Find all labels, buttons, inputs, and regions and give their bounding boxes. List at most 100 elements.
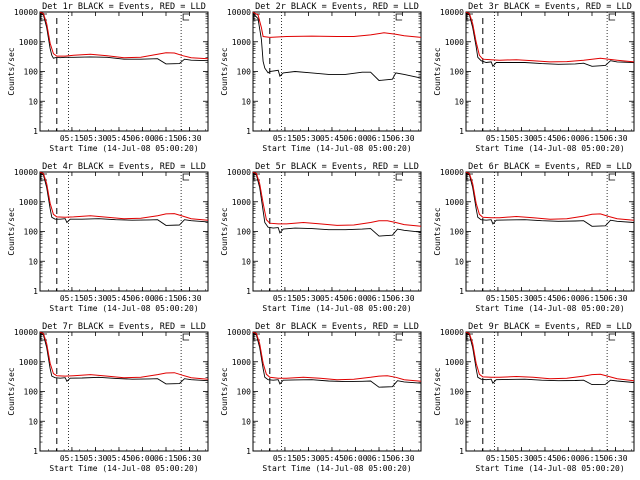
x-tick-label: 06:00 — [556, 454, 580, 463]
y-tick-label: 1 — [246, 287, 251, 296]
y-tick-label: 10000 — [14, 8, 38, 17]
x-tick-label: 05:45 — [107, 294, 131, 303]
y-tick-label: 1000 — [445, 198, 464, 207]
y-tick-label: 1000 — [232, 198, 251, 207]
y-axis-label: Counts/sec — [220, 367, 229, 415]
x-tick-label: 05:15 — [486, 134, 510, 143]
y-tick-label: 10000 — [227, 168, 251, 177]
plot-frame — [465, 331, 635, 452]
lld-line — [252, 171, 422, 227]
y-tick-label: 100 — [450, 68, 465, 77]
x-tick-label: 06:00 — [556, 134, 580, 143]
y-tick-label: 1000 — [445, 358, 464, 367]
y-tick-label: 10 — [241, 417, 251, 426]
y-tick-label: 10 — [454, 257, 464, 266]
panel-title: Det 2r BLACK = Events, RED = LLD — [255, 2, 419, 12]
x-tick-label: 05:15 — [273, 454, 297, 463]
panel-title: Det 8r BLACK = Events, RED = LLD — [255, 322, 419, 332]
y-tick-label: 1 — [33, 447, 38, 456]
y-tick-label: 1 — [459, 127, 464, 136]
y-tick-label: 1000 — [232, 358, 251, 367]
y-tick-label: 10 — [454, 97, 464, 106]
x-tick-label: 06:00 — [343, 134, 367, 143]
lld-line — [465, 11, 635, 63]
x-tick-label: 05:15 — [60, 454, 84, 463]
end-bracket — [395, 173, 403, 181]
end-bracket — [608, 13, 616, 21]
y-tick-label: 100 — [237, 228, 252, 237]
lld-line — [465, 171, 635, 221]
end-bracket — [182, 13, 190, 21]
x-tick-label: 05:30 — [296, 294, 320, 303]
plot-frame — [39, 11, 209, 132]
y-tick-label: 10000 — [227, 8, 251, 17]
x-tick-label: 06:00 — [130, 134, 154, 143]
x-tick-label: 06:00 — [343, 454, 367, 463]
x-axis-label: Start Time (14-Jul-08 05:00:20) — [49, 464, 198, 473]
y-tick-label: 1000 — [19, 358, 38, 367]
x-tick-label: 05:45 — [533, 134, 557, 143]
panel-title: Det 5r BLACK = Events, RED = LLD — [255, 162, 419, 172]
x-tick-label: 05:45 — [107, 454, 131, 463]
chart-panel-4: Det 4r BLACK = Events, RED = LLD 1 10 100 10… — [7, 162, 209, 313]
y-tick-label: 10 — [241, 257, 251, 266]
x-tick-label: 05:30 — [296, 134, 320, 143]
events-line — [465, 332, 635, 386]
x-tick-label: 06:15 — [154, 134, 178, 143]
plot-frame — [39, 331, 209, 452]
y-axis-label: Counts/sec — [433, 47, 442, 95]
y-tick-label: 10 — [28, 257, 38, 266]
y-tick-label: 1000 — [19, 198, 38, 207]
events-line — [465, 12, 635, 68]
chart-panel-7: Det 7r BLACK = Events, RED = LLD 1 10 100 10… — [7, 322, 209, 473]
plot-frame — [39, 171, 209, 292]
x-tick-label: 06:15 — [367, 454, 391, 463]
x-tick-label: 05:15 — [486, 294, 510, 303]
x-axis-label: Start Time (14-Jul-08 05:00:20) — [262, 304, 411, 313]
events-line — [39, 12, 209, 65]
x-tick-label: 06:00 — [130, 454, 154, 463]
lld-line — [39, 11, 209, 60]
y-tick-label: 100 — [237, 68, 252, 77]
x-tick-label: 06:00 — [556, 294, 580, 303]
x-tick-label: 06:30 — [603, 294, 627, 303]
x-tick-label: 05:15 — [60, 294, 84, 303]
events-line — [465, 172, 635, 227]
x-tick-label: 06:15 — [580, 134, 604, 143]
chart-panel-8: Det 8r BLACK = Events, RED = LLD 1 10 100 10… — [220, 322, 422, 473]
x-tick-label: 06:15 — [154, 454, 178, 463]
x-tick-label: 05:15 — [273, 134, 297, 143]
y-tick-label: 1000 — [19, 38, 38, 47]
y-axis-label: Counts/sec — [220, 47, 229, 95]
x-tick-label: 06:30 — [177, 134, 201, 143]
x-tick-label: 06:30 — [390, 134, 414, 143]
end-bracket — [395, 13, 403, 21]
chart-panel-5: Det 5r BLACK = Events, RED = LLD 1 10 100 10… — [220, 162, 422, 313]
y-tick-label: 100 — [450, 388, 465, 397]
x-tick-label: 05:45 — [107, 134, 131, 143]
x-tick-label: 06:00 — [130, 294, 154, 303]
end-bracket — [608, 333, 616, 341]
y-tick-label: 1000 — [445, 38, 464, 47]
panel-title: Det 4r BLACK = Events, RED = LLD — [42, 162, 206, 172]
y-tick-label: 1 — [33, 127, 38, 136]
x-tick-label: 05:45 — [320, 294, 344, 303]
end-bracket — [608, 173, 616, 181]
y-axis-label: Counts/sec — [220, 207, 229, 255]
y-tick-label: 1 — [459, 287, 464, 296]
panel-title: Det 3r BLACK = Events, RED = LLD — [468, 2, 632, 12]
y-tick-label: 10 — [241, 97, 251, 106]
lld-line — [465, 331, 635, 382]
x-tick-label: 06:30 — [603, 134, 627, 143]
y-tick-label: 100 — [237, 388, 252, 397]
y-axis-label: Counts/sec — [433, 207, 442, 255]
chart-panel-2: Det 2r BLACK = Events, RED = LLD 1 10 100 10… — [220, 2, 422, 153]
y-tick-label: 10000 — [227, 328, 251, 337]
x-axis-label: Start Time (14-Jul-08 05:00:20) — [262, 144, 411, 153]
chart-panel-6: Det 6r BLACK = Events, RED = LLD 1 10 100 10… — [433, 162, 635, 313]
chart-panel-3: Det 3r BLACK = Events, RED = LLD 1 10 100 10… — [433, 2, 635, 153]
x-axis-label: Start Time (14-Jul-08 05:00:20) — [262, 464, 411, 473]
panel-title: Det 6r BLACK = Events, RED = LLD — [468, 162, 632, 172]
chart-panel-1: Det 1r BLACK = Events, RED = LLD 1 10 100 10… — [7, 2, 209, 153]
